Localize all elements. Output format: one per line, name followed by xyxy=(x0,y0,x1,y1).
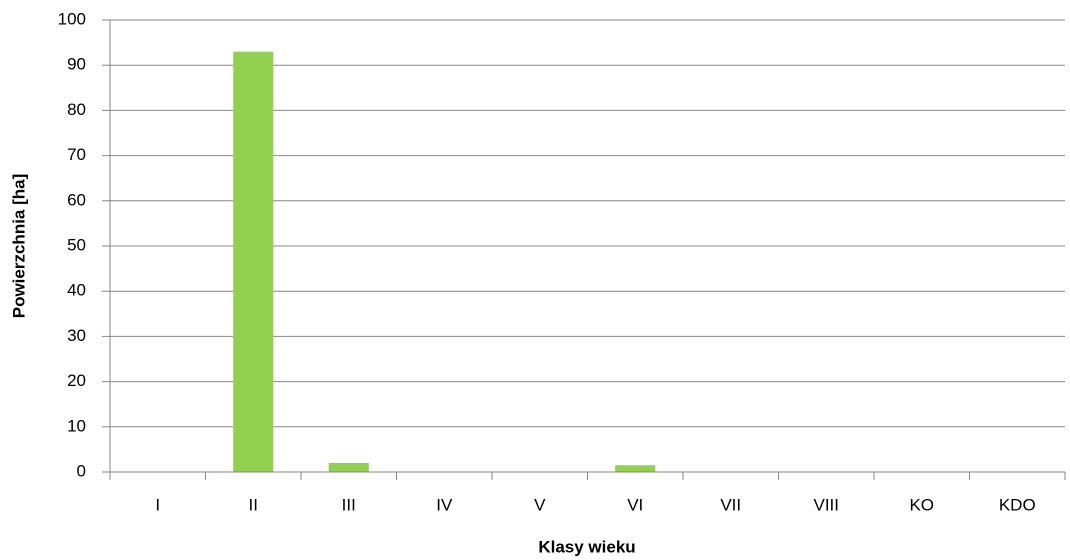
x-tick-label: V xyxy=(534,495,546,514)
y-tick-label: 100 xyxy=(58,9,86,28)
y-tick-label: 30 xyxy=(67,326,86,345)
y-tick-label: 0 xyxy=(77,461,86,480)
x-tick-label: III xyxy=(342,495,356,514)
y-tick-label: 90 xyxy=(67,55,86,74)
y-tick-label: 50 xyxy=(67,235,86,254)
x-axis-title: Klasy wieku xyxy=(538,537,635,556)
x-tick-label: I xyxy=(155,495,160,514)
y-tick-label: 80 xyxy=(67,100,86,119)
y-tick-label: 60 xyxy=(67,190,86,209)
y-tick-label: 10 xyxy=(67,416,86,435)
y-tick-label: 20 xyxy=(67,371,86,390)
y-tick-label: 70 xyxy=(67,145,86,164)
y-axis-title: Powierzchnia [ha] xyxy=(9,174,28,319)
x-tick-label: VII xyxy=(720,495,741,514)
x-tick-label: VIII xyxy=(813,495,839,514)
x-tick-label: VI xyxy=(627,495,643,514)
x-tick-label: KO xyxy=(909,495,934,514)
x-tick-label: IV xyxy=(436,495,453,514)
x-tick-label: KDO xyxy=(999,495,1036,514)
bar xyxy=(615,465,656,472)
bar xyxy=(328,462,369,472)
y-tick-label: 40 xyxy=(67,281,86,300)
x-tick-label: II xyxy=(249,495,258,514)
bar xyxy=(233,51,274,472)
